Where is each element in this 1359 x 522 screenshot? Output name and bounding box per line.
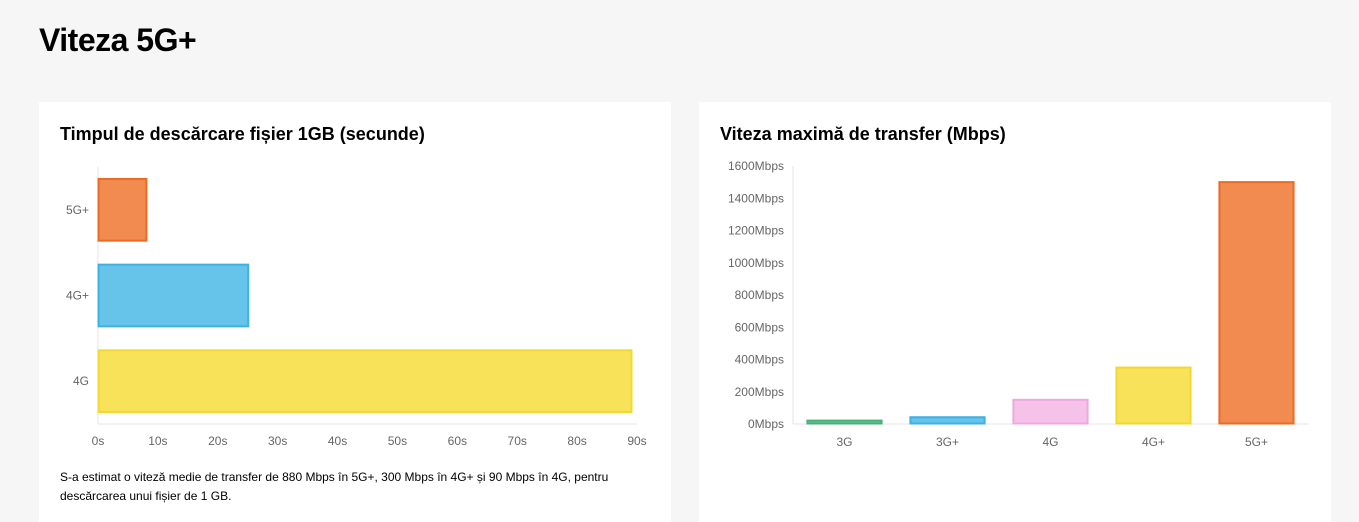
transfer-speed-chart: 0Mbps 200Mbps 400Mbps 600Mbps 800Mbps 1000Mbp… [728, 159, 1308, 449]
x-tick-label: 30s [268, 434, 287, 448]
y-tick-label: 200Mbps [735, 385, 784, 399]
bar-4g [97, 349, 633, 414]
bar-3g-plus [909, 416, 986, 425]
download-time-card: Timpul de descărcare fișier 1GB (secunde… [39, 102, 671, 522]
download-chart-title: Timpul de descărcare fișier 1GB (secunde… [60, 124, 425, 144]
y-tick-label: 600Mbps [735, 320, 784, 334]
y-tick-label: 400Mbps [735, 353, 784, 367]
bar-4g-plus [1115, 366, 1192, 425]
y-tick-label: 1600Mbps [728, 159, 784, 173]
download-time-chart: 5G+ 4G+ 4G 0s 10s 20s 30s 40s 50s 60s 70s 80s 90s [66, 167, 647, 448]
bar-5g-plus [1218, 181, 1295, 425]
bar-3g [806, 419, 883, 425]
x-tick-label: 20s [208, 434, 227, 448]
category-label: 3G [836, 435, 852, 449]
category-label: 5G+ [1245, 435, 1268, 449]
x-tick-label: 10s [148, 434, 167, 448]
y-tick-label: 1000Mbps [728, 256, 784, 270]
x-tick-label: 60s [448, 434, 467, 448]
x-tick-label: 50s [388, 434, 407, 448]
x-tick-label: 70s [508, 434, 527, 448]
category-label: 4G+ [66, 289, 89, 303]
speed-chart-title: Viteza maximă de transfer (Mbps) [720, 124, 1006, 144]
x-tick-label: 90s [627, 434, 646, 448]
bar-4g-plus [97, 263, 250, 328]
bar-4g [1012, 398, 1089, 425]
y-tick-label: 1200Mbps [728, 224, 784, 238]
x-tick-label: 80s [567, 434, 586, 448]
category-label: 3G+ [936, 435, 959, 449]
category-label: 4G+ [1142, 435, 1165, 449]
category-label: 5G+ [66, 203, 89, 217]
page-title: Viteza 5G+ [39, 22, 197, 58]
download-note: S-a estimat o viteză medie de transfer d… [60, 470, 609, 503]
transfer-speed-card: Viteza maximă de transfer (Mbps) 0Mbps 20… [699, 102, 1331, 522]
y-tick-label: 800Mbps [735, 288, 784, 302]
category-label: 4G [1042, 435, 1058, 449]
category-label: 4G [73, 374, 89, 388]
bar-5g-plus [97, 177, 148, 242]
y-tick-label: 0Mbps [748, 417, 784, 431]
y-tick-label: 1400Mbps [728, 191, 784, 205]
x-tick-label: 40s [328, 434, 347, 448]
x-tick-label: 0s [92, 434, 105, 448]
